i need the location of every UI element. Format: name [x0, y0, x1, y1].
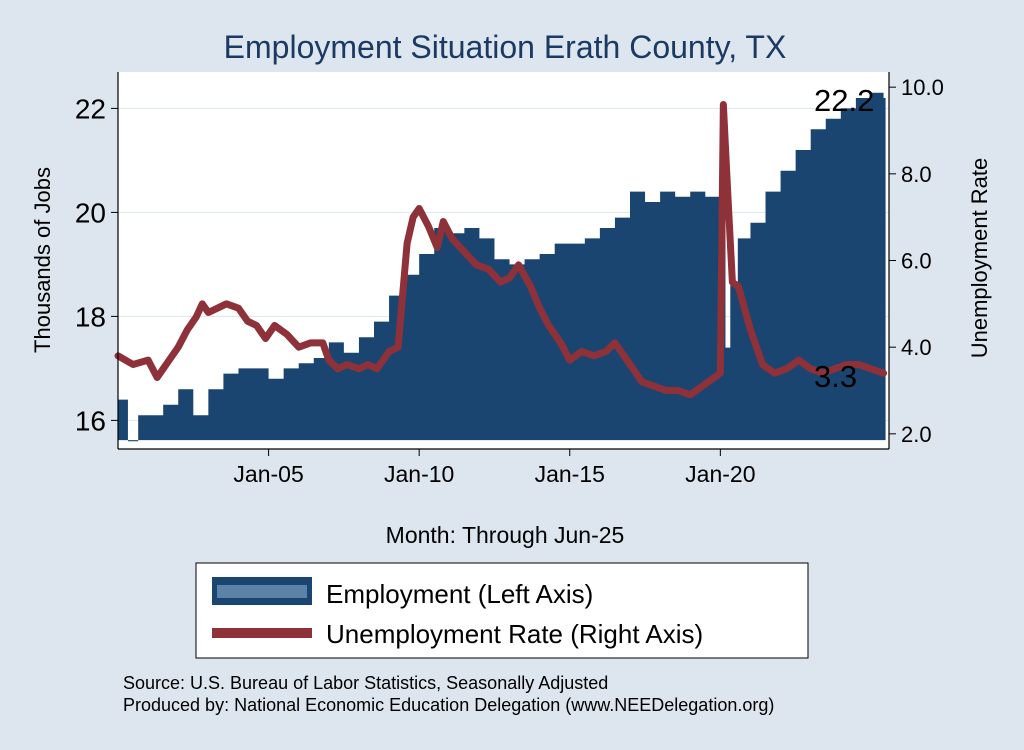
- y-tick-label-3: 22: [75, 93, 106, 124]
- employment-area: [118, 92, 886, 442]
- legend: Employment (Left Axis) Unemployment Rate…: [195, 562, 809, 659]
- y2-tick-label-3: 8.0: [901, 162, 932, 187]
- unemployment-line-group: [114, 101, 888, 399]
- y-tick-label-1: 18: [75, 301, 106, 332]
- y2-tick-label-1: 4.0: [901, 335, 932, 360]
- y-axis-label: Thousands of Jobs: [30, 167, 55, 353]
- y2-tick-label-0: 2.0: [901, 422, 932, 447]
- x-tick-label-3: Jan-20: [685, 461, 755, 487]
- employment-area-group: [118, 92, 886, 442]
- y2-tick-label-4: 10.0: [901, 75, 944, 100]
- y-tick-label-2: 20: [75, 197, 106, 228]
- x-tick-label-1: Jan-10: [384, 461, 454, 487]
- last-employment-label: 22.2: [814, 83, 874, 118]
- legend-label-employment: Employment (Left Axis): [326, 579, 593, 609]
- right-axis-ticks: 2.0 4.0 6.0 8.0 10.0: [889, 75, 944, 447]
- last-unemployment-label: 3.3: [814, 359, 857, 394]
- left-axis-ticks: 16 18 20 22: [75, 93, 118, 436]
- legend-label-unemployment: Unemployment Rate (Right Axis): [326, 619, 703, 649]
- unemployment-line: [114, 101, 888, 399]
- y2-tick-label-2: 6.0: [901, 249, 932, 274]
- x-tick-label-2: Jan-15: [535, 461, 605, 487]
- footer-source: Source: U.S. Bureau of Labor Statistics,…: [123, 673, 608, 693]
- x-tick-label-0: Jan-05: [233, 461, 303, 487]
- x-axis-ticks: Jan-05 Jan-10 Jan-15 Jan-20: [233, 449, 756, 487]
- chart-title: Employment Situation Erath County, TX: [224, 29, 787, 65]
- y-tick-label-0: 16: [75, 405, 106, 436]
- y2-axis-label: Unemployment Rate: [967, 158, 992, 359]
- footer-produced: Produced by: National Economic Education…: [123, 695, 774, 715]
- legend-swatch-employment-inner: [217, 585, 307, 598]
- x-axis-label: Month: Through Jun-25: [386, 522, 625, 548]
